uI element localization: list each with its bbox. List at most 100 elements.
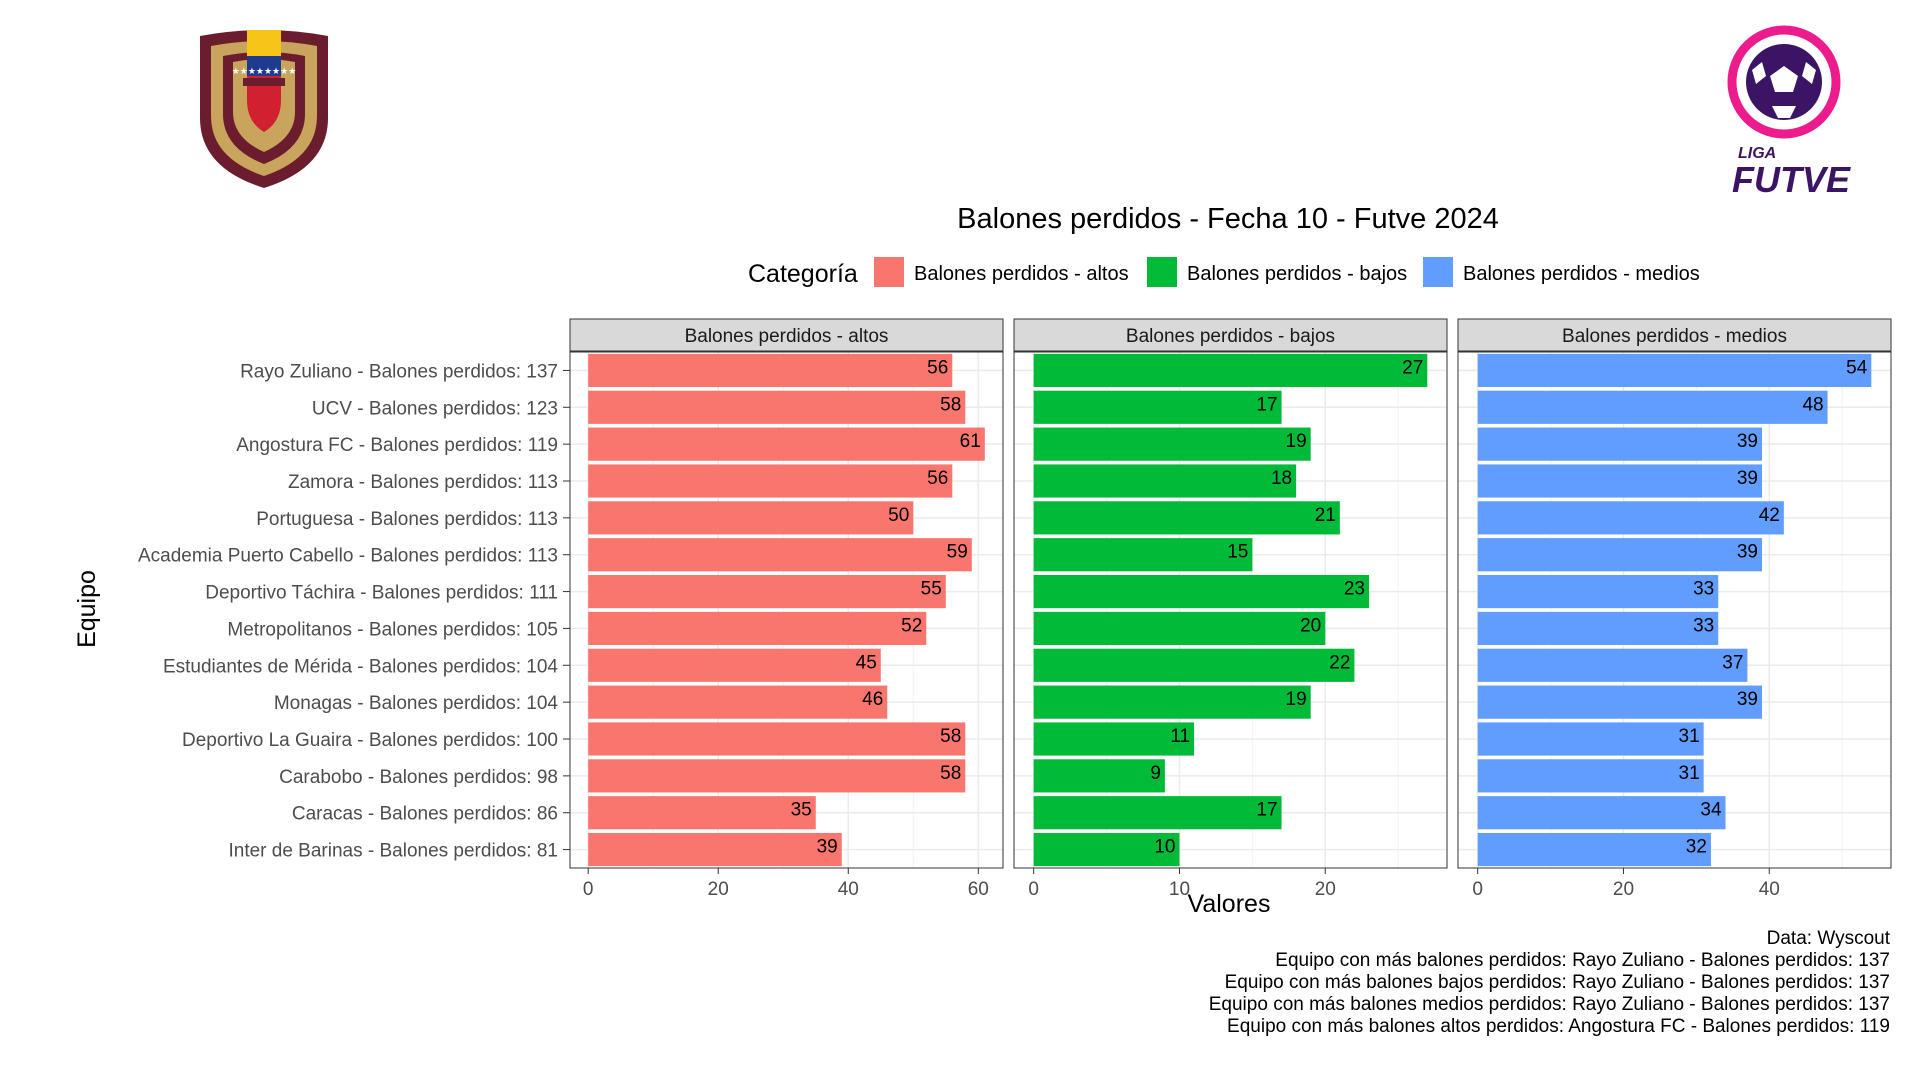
y-label-10: Monagas - Balones perdidos: 104 [274,693,559,714]
bar-1-7 [588,574,946,609]
bar-3-14 [1477,832,1711,867]
bar-1-1 [588,353,953,388]
bar-label-3-1: 54 [1846,357,1868,378]
strip-label-1: Balones perdidos - altos [685,326,889,347]
bar-1-12 [588,759,966,793]
y-label-11: Deportivo La Guaira - Balones perdidos: … [182,730,558,751]
y-label-7: Deportivo Táchira - Balones perdidos: 11… [205,583,558,604]
liga-futve-logo: LIGA FUTVE [1727,25,1851,197]
bar-label-2-11: 11 [1170,726,1190,747]
bar-label-3-4: 39 [1737,468,1758,489]
bar-1-9 [588,648,881,682]
bar-1-11 [588,722,966,756]
bar-label-1-4: 56 [927,468,948,489]
bar-label-3-3: 39 [1737,431,1758,452]
panel-border-2 [1013,351,1448,869]
bar-label-2-3: 19 [1286,431,1307,452]
bar-label-2-6: 15 [1227,542,1248,563]
bar-label-1-8: 52 [901,615,922,636]
bar-3-6 [1477,538,1762,572]
x-tick-label-1-4: 60 [968,879,989,900]
bar-label-1-3: 61 [960,431,981,452]
bar-1-6 [588,538,972,572]
bar-label-3-11: 31 [1679,726,1700,747]
y-axis-labels: Rayo Zuliano - Balones perdidos: 137 UCV … [138,361,570,862]
bar-1-14 [588,832,842,867]
bar-label-2-5: 21 [1315,505,1336,526]
bar-label-1-12: 58 [940,763,961,784]
bar-label-2-14: 10 [1154,837,1175,858]
strip-label-3: Balones perdidos - medios [1562,326,1787,347]
bar-label-1-10: 46 [862,689,883,710]
liga-text: LIGA [1738,145,1776,162]
bar-3-13 [1477,796,1726,830]
bar-3-8 [1477,611,1719,646]
bar-label-2-10: 19 [1286,689,1307,710]
legend-label-1: Balones perdidos - altos [914,263,1129,285]
bar-label-1-1: 56 [927,357,948,378]
bar-label-1-6: 59 [947,542,968,563]
bar-label-1-11: 58 [940,726,961,747]
bar-3-5 [1477,501,1784,535]
x-tick-label-2-3: 20 [1315,879,1336,900]
bar-label-2-13: 17 [1256,800,1277,821]
y-label-8: Metropolitanos - Balones perdidos: 105 [227,619,558,640]
bar-1-13 [588,796,816,830]
bar-1-5 [588,501,914,535]
bar-3-1 [1477,353,1872,388]
strip-2 [1013,318,1448,352]
caption-line-1: Data: Wyscout [1767,928,1891,949]
bar-label-2-9: 22 [1329,652,1350,673]
bar-label-3-7: 33 [1693,579,1714,600]
bar-2-2 [1033,390,1282,424]
y-label-1: Rayo Zuliano - Balones perdidos: 137 [240,361,558,382]
y-label-3: Angostura FC - Balones perdidos: 119 [236,435,558,456]
bar-2-3 [1033,427,1311,461]
y-label-5: Portuguesa - Balones perdidos: 113 [256,509,558,530]
bar-label-3-12: 31 [1679,763,1700,784]
bar-label-1-13: 35 [791,800,812,821]
bar-2-10 [1033,685,1311,719]
bar-1-2 [588,390,966,424]
y-label-4: Zamora - Balones perdidos: 113 [288,472,558,493]
bar-3-2 [1477,390,1828,424]
y-label-2: UCV - Balones perdidos: 123 [312,398,558,419]
legend-key-3 [1423,257,1453,287]
caption-line-4: Equipo con más balones medios perdidos: … [1209,994,1890,1015]
panel-border-1 [569,351,1004,869]
bar-2-7 [1033,574,1370,609]
bar-2-8 [1033,611,1326,646]
legend-label-2: Balones perdidos - bajos [1187,263,1407,285]
bar-1-8 [588,611,927,646]
bar-label-2-7: 23 [1344,579,1365,600]
bar-label-3-10: 39 [1737,689,1758,710]
bar-label-1-14: 39 [817,837,838,858]
x-tick-label-3-3: 40 [1759,879,1780,900]
caption-line-5: Equipo con más balones altos perdidos: A… [1227,1016,1890,1037]
legend: Categoría Balones perdidos - altos Balones… [748,257,1700,288]
bar-label-2-2: 17 [1256,394,1277,415]
bar-3-10 [1477,685,1762,719]
bar-3-4 [1477,464,1762,498]
bar-label-3-6: 39 [1737,542,1758,563]
bar-1-4 [588,464,953,498]
chart-title: Balones perdidos - Fecha 10 - Futve 2024 [957,203,1499,235]
caption-line-2: Equipo con más balones perdidos: Rayo Zu… [1275,950,1890,971]
y-label-14: Inter de Barinas - Balones perdidos: 81 [228,841,558,862]
panel-3: Balones perdidos - medios544839394239333… [1457,318,1892,900]
y-label-12: Carabobo - Balones perdidos: 98 [279,767,558,788]
x-tick-label-2-2: 10 [1169,879,1190,900]
bar-3-7 [1477,574,1719,609]
y-label-6: Academia Puerto Cabello - Balones perdid… [138,546,558,567]
bar-2-5 [1033,501,1340,535]
x-tick-label-3-2: 20 [1613,879,1634,900]
bar-3-3 [1477,427,1762,461]
bar-1-3 [588,427,985,461]
fvf-crest-logo: ★★★★★★★★ [200,30,328,188]
x-tick-label-1-1: 0 [583,879,594,900]
bar-label-3-5: 42 [1759,505,1780,526]
